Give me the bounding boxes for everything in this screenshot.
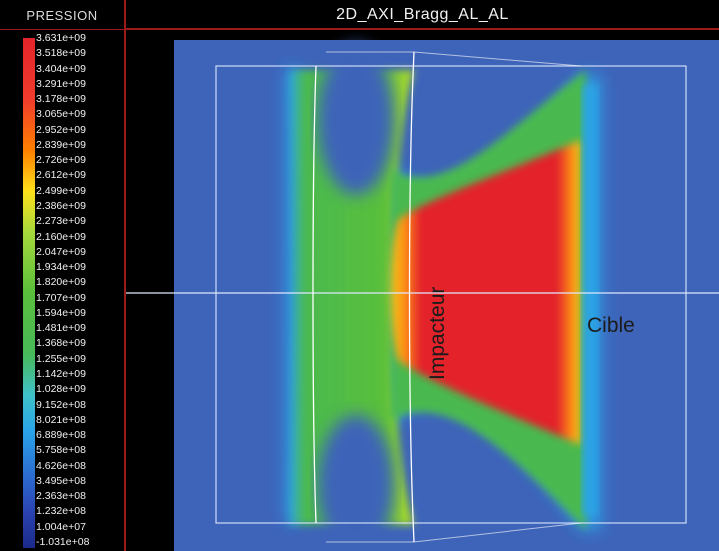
legend-tick-label: 2.363e+08: [36, 490, 86, 503]
legend-tick-label: 3.404e+09: [36, 62, 86, 75]
legend-tick-label: 2.047e+09: [36, 245, 86, 258]
legend-tick-label: 3.178e+09: [36, 93, 86, 106]
low-pressure-pocket-bottom: [318, 415, 394, 551]
pressure-legend-panel: PRESSION 3.631e+09 3.518e+09 3.404e+09 3.29…: [0, 0, 126, 551]
legend-tick-label: 2.273e+09: [36, 215, 86, 228]
legend-title: PRESSION: [26, 8, 98, 23]
view-title: 2D_AXI_Bragg_AL_AL: [336, 6, 509, 23]
legend-tick-label: 1.368e+09: [36, 337, 86, 350]
legend-divider: [0, 29, 124, 30]
legend-tick-label: 3.495e+08: [36, 474, 86, 487]
domain-outline: [215, 65, 687, 524]
pressure-field-viewport[interactable]: Impacteur Cible: [126, 30, 719, 551]
legend-tick-label: 1.004e+07: [36, 520, 86, 533]
shock-front-edge: [582, 85, 598, 515]
pressure-colorbar: [23, 38, 35, 548]
legend-tick-label: 1.481e+09: [36, 322, 86, 335]
interface-boundary: [408, 51, 415, 543]
legend-tick-label: 1.232e+08: [36, 505, 86, 518]
legend-tick-label: 4.626e+08: [36, 459, 86, 472]
legend-tick-label: 1.028e+09: [36, 383, 86, 396]
legend-tick-label: 1.142e+09: [36, 368, 86, 380]
legend-tick-label: 2.499e+09: [36, 184, 86, 197]
legend-tick-list: 3.631e+09 3.518e+09 3.404e+09 3.291e+09 3.17…: [36, 32, 126, 550]
legend-tick-label: 2.726e+09: [36, 154, 86, 167]
legend-tick-label: 1.707e+09: [36, 291, 86, 304]
legend-tick-label: 3.065e+09: [36, 108, 86, 121]
legend-tick-label: 1.820e+09: [36, 276, 86, 289]
legend-tick-label: 1.594e+09: [36, 306, 86, 319]
low-pressure-pocket-top: [318, 45, 394, 195]
legend-tick-label: 3.631e+09: [36, 32, 86, 44]
legend-tick-label: 2.952e+09: [36, 123, 86, 136]
impactor-label: Impacteur: [426, 286, 449, 380]
legend-tick-label: 3.291e+09: [36, 77, 86, 90]
legend-tick-label: 9.152e+08: [36, 398, 86, 411]
legend-tick-label: -1.031e+08: [36, 536, 90, 548]
legend-tick-label: 1.934e+09: [36, 261, 86, 274]
impactor-boundary-left: [312, 65, 317, 524]
impactor-region: [289, 70, 414, 525]
legend-tick-label: 1.255e+09: [36, 352, 86, 365]
legend-tick-label: 2.839e+09: [36, 138, 86, 151]
pressure-field-render: [126, 40, 719, 551]
legend-tick-label: 2.160e+09: [36, 230, 86, 243]
legend-tick-label: 2.386e+09: [36, 200, 86, 212]
target-label: Cible: [587, 314, 635, 337]
legend-tick-label: 3.518e+09: [36, 47, 86, 60]
legend-tick-label: 8.021e+08: [36, 413, 86, 426]
view-title-bar: 2D_AXI_Bragg_AL_AL: [126, 0, 719, 30]
legend-tick-label: 5.758e+08: [36, 444, 86, 457]
legend-tick-label: 6.889e+08: [36, 429, 86, 442]
legend-tick-label: 2.612e+09: [36, 169, 86, 182]
